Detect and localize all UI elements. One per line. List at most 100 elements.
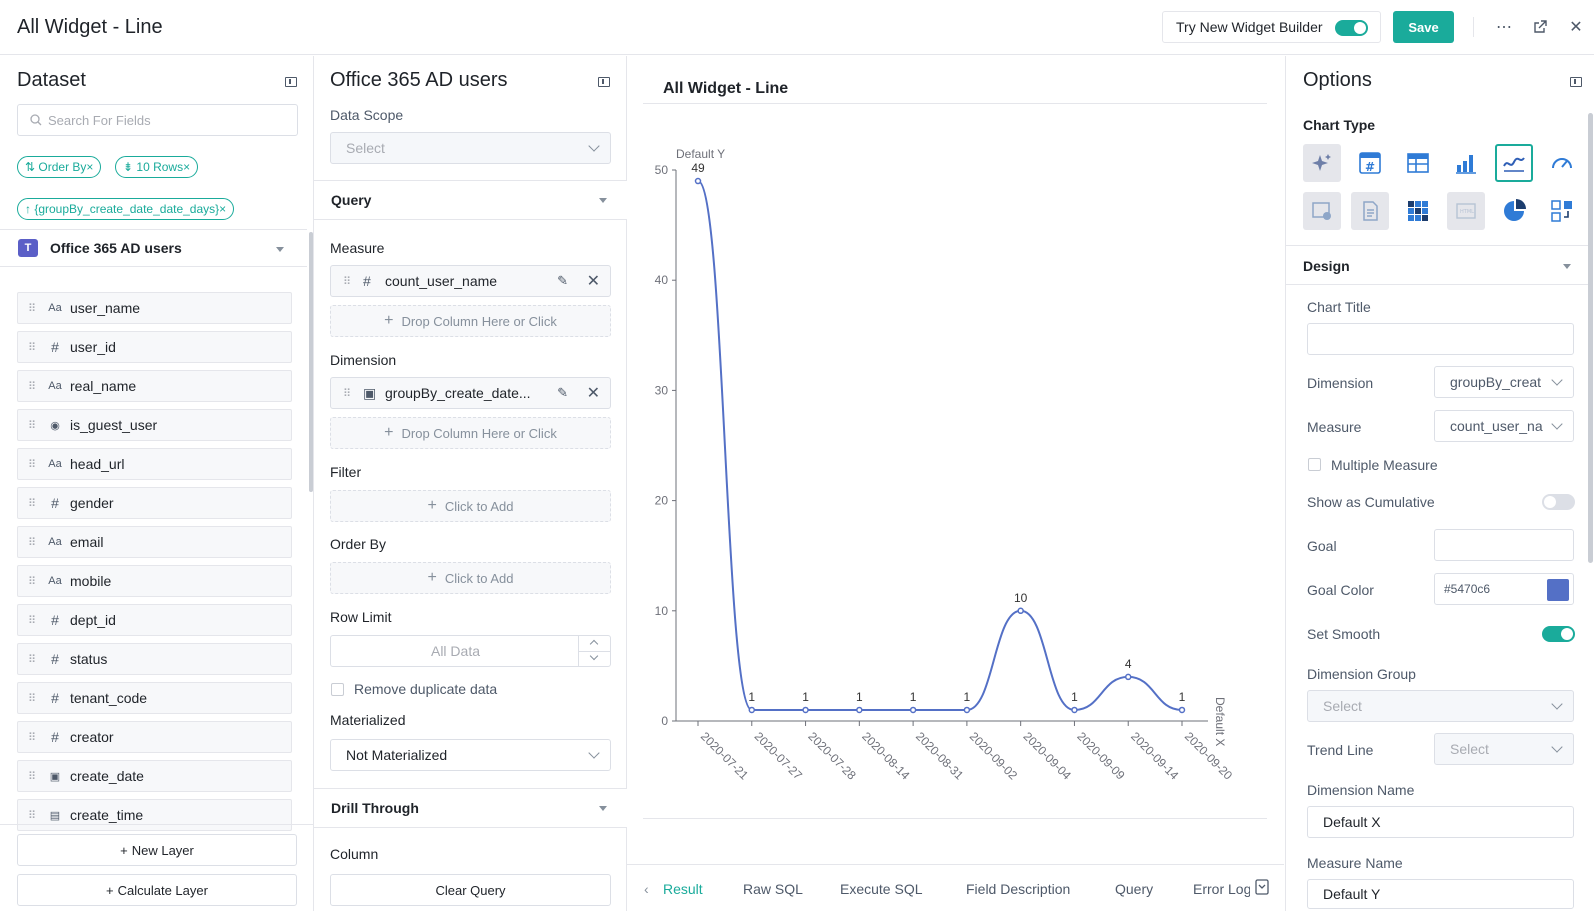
dimension-name-input[interactable]: Default X [1307,806,1574,838]
drag-handle-icon[interactable]: ⠿ [343,387,352,400]
share-icon[interactable] [1530,17,1550,37]
clear-query-button[interactable]: Clear Query [330,874,611,906]
multiple-measure-checkbox[interactable] [1308,458,1321,471]
drag-handle-icon[interactable]: ⠿ [28,614,36,627]
chart-title-input[interactable] [1307,323,1574,355]
tab-field-description[interactable]: Field Description [966,881,1071,897]
bar-chart-icon[interactable] [1447,144,1485,182]
edit-icon[interactable]: ✎ [557,385,568,400]
flow-chart-icon[interactable] [1543,192,1581,230]
new-layer-button[interactable]: + New Layer [17,834,297,866]
html-chart-icon[interactable]: HTML [1447,192,1485,230]
field-item[interactable]: ⠿ # gender [17,487,292,519]
cumulative-toggle[interactable] [1542,494,1575,510]
ai-chart-icon[interactable] [1303,144,1341,182]
tab-query[interactable]: Query [1115,881,1154,897]
goal-input[interactable] [1434,529,1574,561]
tabs-collapse-icon[interactable] [1255,879,1269,898]
number-chart-icon[interactable]: # [1351,144,1389,182]
row-limit-chip[interactable]: ⇟ 10 Rows × [115,156,199,178]
tab-execute-sql[interactable]: Execute SQL [840,881,923,897]
tab-result[interactable]: Result [663,881,703,897]
save-button[interactable]: Save [1393,11,1454,43]
increment-icon[interactable] [589,639,599,649]
measure-drop-zone[interactable]: + Drop Column Here or Click [330,305,611,337]
collapse-panel-icon[interactable] [1570,77,1582,87]
color-swatch[interactable] [1547,579,1569,601]
drag-handle-icon[interactable]: ⠿ [28,341,36,354]
remove-chip-icon[interactable]: × [86,160,94,174]
row-limit-input[interactable]: All Data [330,635,611,667]
field-item[interactable]: ⠿ ▣ create_date [17,760,292,792]
field-item[interactable]: ⠿ Aa mobile [17,565,292,597]
field-item[interactable]: ⠿ Aa real_name [17,370,292,402]
drag-handle-icon[interactable]: ⠿ [28,536,36,549]
remove-chip-icon[interactable]: × [219,202,227,216]
drag-handle-icon[interactable]: ⠿ [28,809,36,822]
close-icon[interactable]: ✕ [1569,19,1583,36]
tabs-back-icon[interactable]: ‹ [644,881,649,897]
scrollbar[interactable] [309,232,313,492]
dimension-select[interactable]: groupBy_creat [1434,366,1574,398]
drag-handle-icon[interactable]: ⠿ [28,653,36,666]
field-item[interactable]: ⠿ # creator [17,721,292,753]
remove-chip-icon[interactable]: × [183,160,191,174]
field-item[interactable]: ⠿ # dept_id [17,604,292,636]
measure-name-input[interactable]: Default Y [1307,879,1574,909]
field-item[interactable]: ⠿ # tenant_code [17,682,292,714]
order-by-add-zone[interactable]: + Click to Add [330,562,611,594]
table-chart-icon[interactable] [1399,144,1437,182]
try-new-builder-toggle[interactable] [1335,20,1368,36]
tab-error-log[interactable]: Error Log [1193,881,1250,897]
drag-handle-icon[interactable]: ⠿ [28,497,36,510]
drag-handle-icon[interactable]: ⠿ [28,692,36,705]
field-item[interactable]: ⠿ Aa head_url [17,448,292,480]
decrement-icon[interactable] [589,651,599,661]
order-by-chip[interactable]: ⇅ Order By × [17,156,102,178]
drag-handle-icon[interactable]: ⠿ [28,731,36,744]
settings-chart-icon[interactable] [1303,192,1341,230]
caret-down-icon[interactable] [276,247,284,252]
field-item[interactable]: ⠿ ◉ is_guest_user [17,409,292,441]
goal-color-input[interactable]: #5470c6 [1434,573,1574,605]
calculate-layer-button[interactable]: + Calculate Layer [17,874,297,906]
dimension-group-select[interactable]: Select [1307,690,1574,722]
search-fields-input[interactable]: Search For Fields [17,104,298,136]
line-chart-icon[interactable] [1495,144,1533,182]
gauge-chart-icon[interactable] [1543,144,1581,182]
drag-handle-icon[interactable]: ⠿ [28,575,36,588]
smooth-toggle[interactable] [1542,626,1575,642]
remove-icon[interactable]: ✕ [586,385,600,402]
collapse-panel-icon[interactable] [285,77,297,87]
measure-field[interactable]: ⠿ # count_user_name ✎ ✕ [330,265,611,297]
field-item[interactable]: ⠿ ▤ create_time [17,799,292,831]
drag-handle-icon[interactable]: ⠿ [28,419,36,432]
query-section-header[interactable]: Query [314,180,627,220]
drag-handle-icon[interactable]: ⠿ [28,458,36,471]
more-icon[interactable]: ⋯ [1496,19,1512,36]
drag-handle-icon[interactable]: ⠿ [28,770,36,783]
scrollbar[interactable] [1588,113,1593,563]
text-chart-icon[interactable] [1351,192,1389,230]
tab-raw-sql[interactable]: Raw SQL [743,881,803,897]
remove-icon[interactable]: ✕ [586,273,600,290]
field-item[interactable]: ⠿ Aa email [17,526,292,558]
drag-handle-icon[interactable]: ⠿ [28,302,36,315]
dimension-field[interactable]: ⠿ ▣ groupBy_create_date... ✎ ✕ [330,377,611,409]
drill-through-header[interactable]: Drill Through [314,788,627,828]
dimension-drop-zone[interactable]: + Drop Column Here or Click [330,417,611,449]
data-scope-select[interactable]: Select [330,132,611,164]
field-item[interactable]: ⠿ # status [17,643,292,675]
trend-line-select[interactable]: Select [1434,733,1574,765]
filter-add-zone[interactable]: + Click to Add [330,490,611,522]
field-item[interactable]: ⠿ # user_id [17,331,292,363]
drag-handle-icon[interactable]: ⠿ [343,275,352,288]
pivot-table-icon[interactable] [1399,192,1437,230]
field-item[interactable]: ⠿ Aa user_name [17,292,292,324]
group-by-chip[interactable]: ↑ {groupBy_create_date_date_days} × [17,198,235,220]
dataset-source-header[interactable]: T Office 365 AD users [0,229,307,267]
collapse-panel-icon[interactable] [598,77,610,87]
drag-handle-icon[interactable]: ⠿ [28,380,36,393]
edit-icon[interactable]: ✎ [557,273,568,288]
measure-select[interactable]: count_user_na [1434,410,1574,442]
